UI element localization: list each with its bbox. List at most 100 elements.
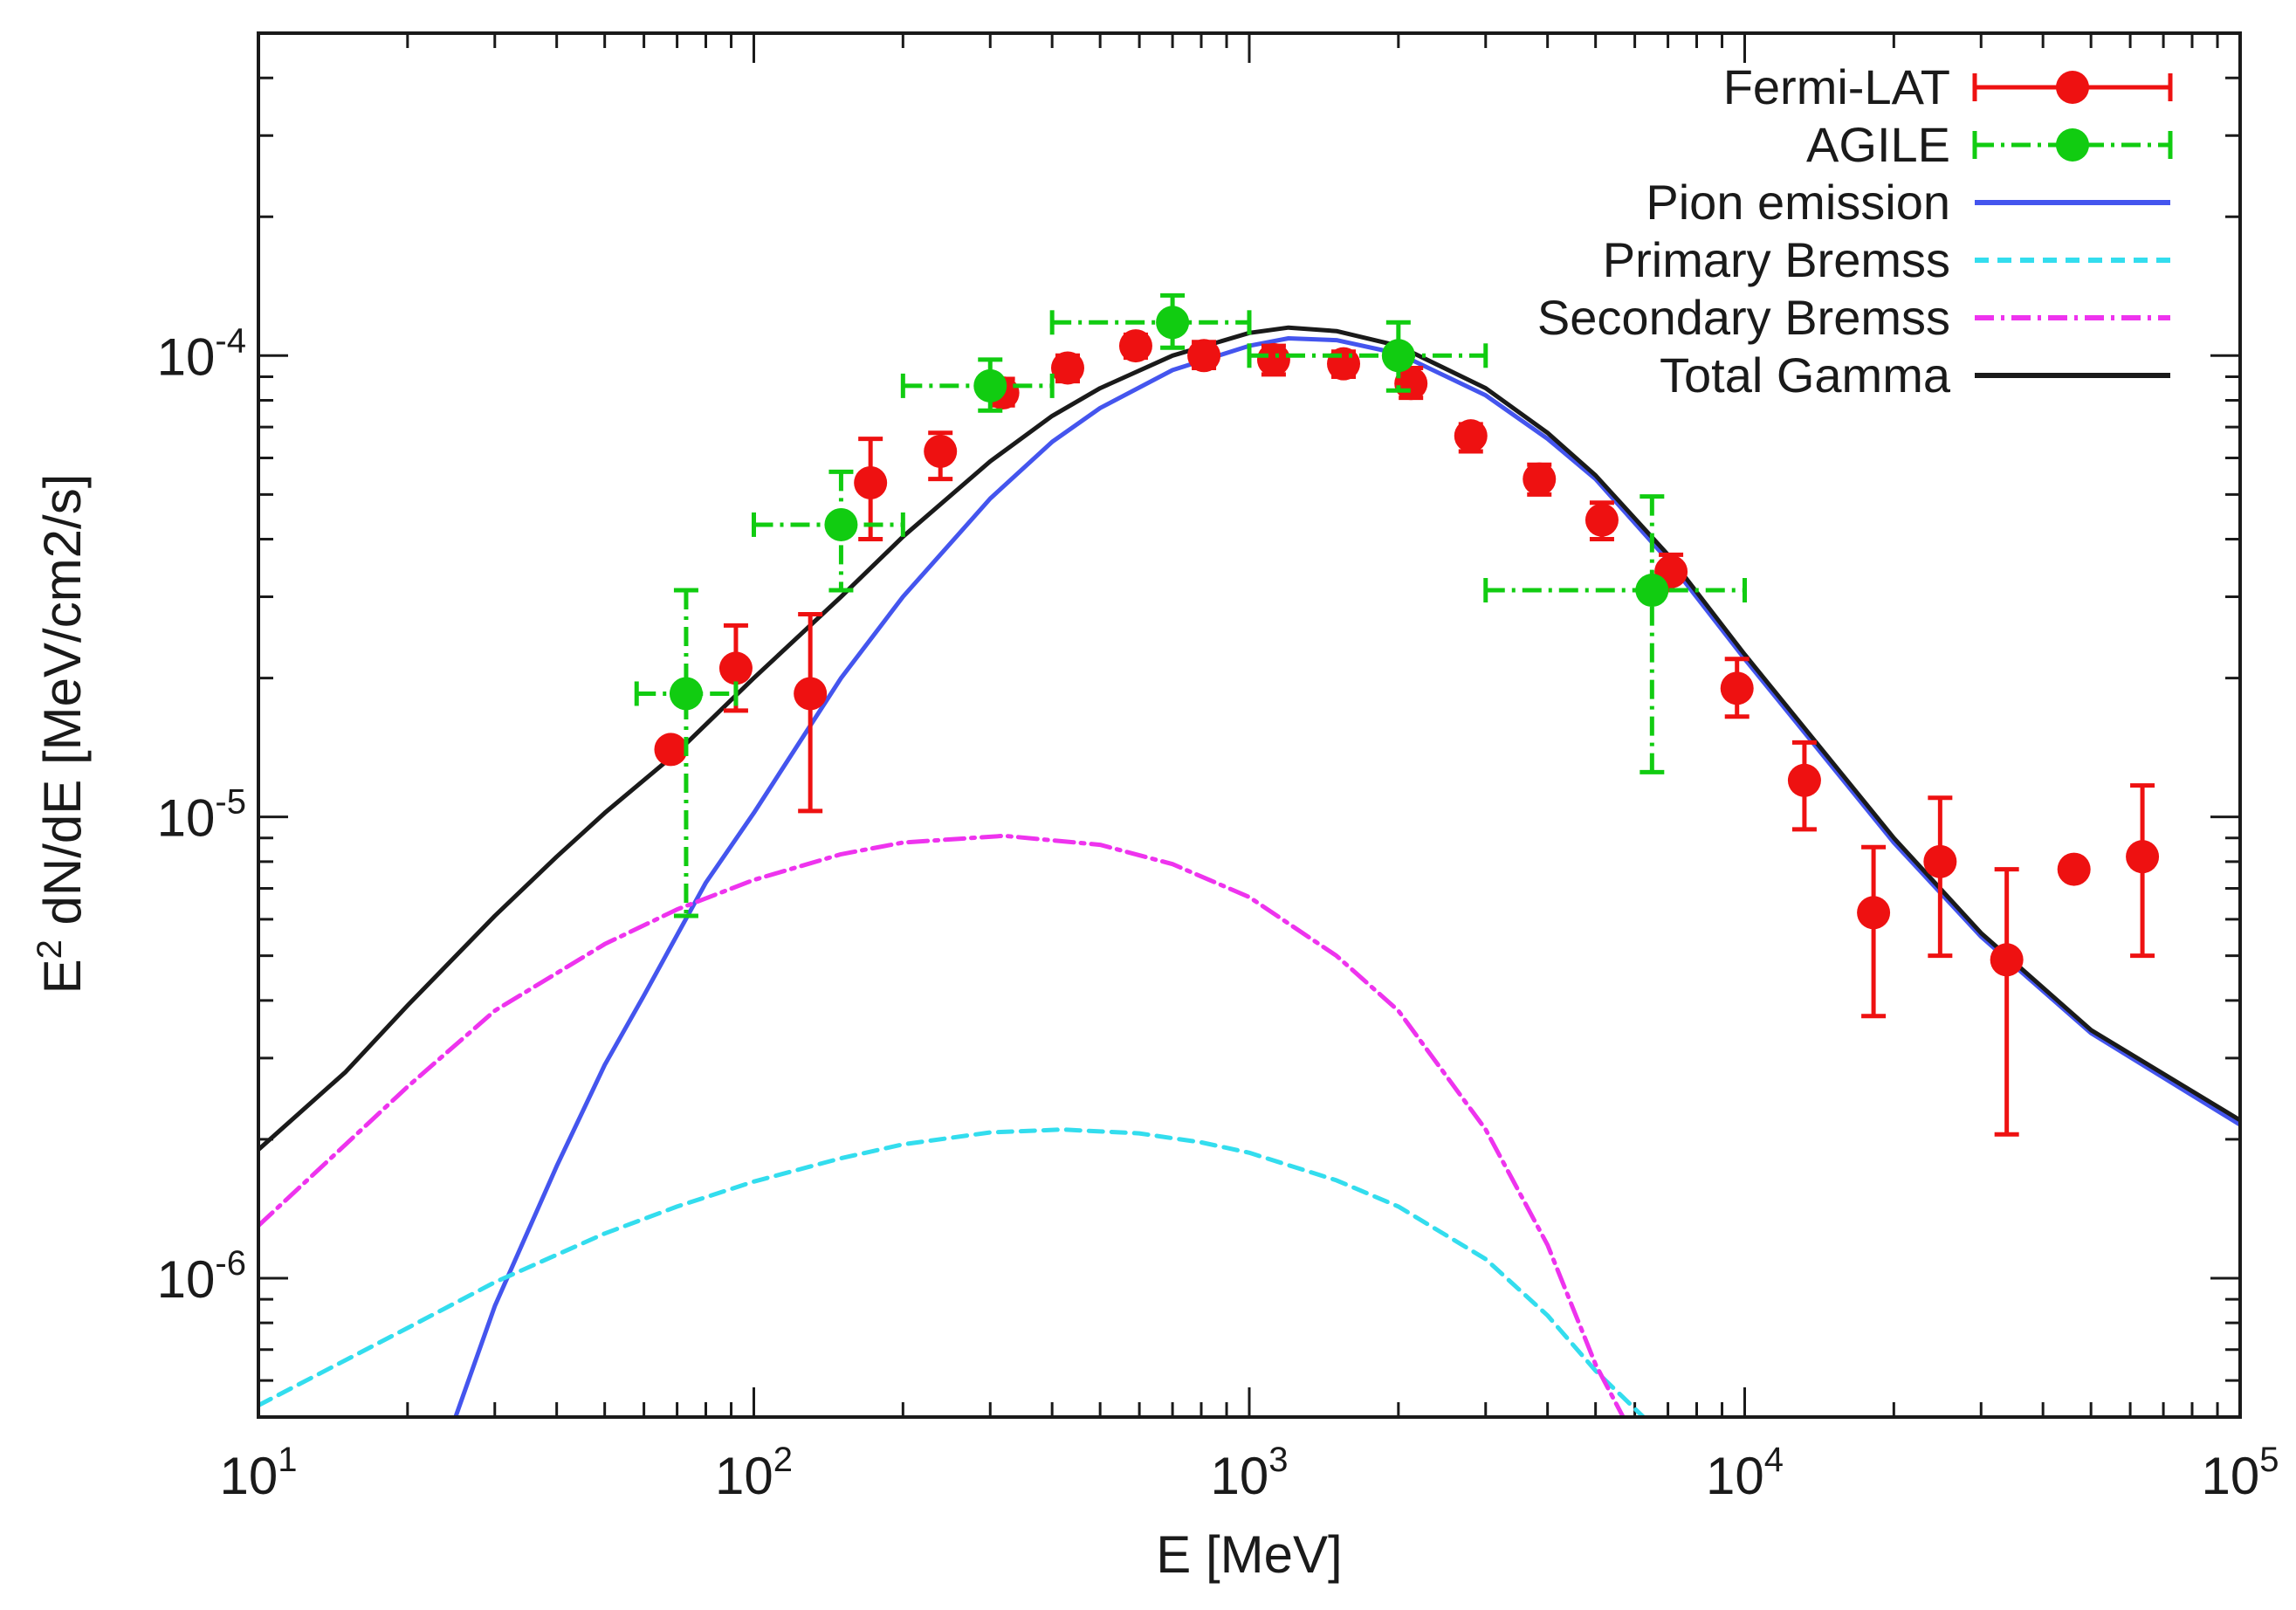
fermi-lat-marker: [2126, 840, 2160, 874]
x-tick-label: 103: [1211, 1441, 1289, 1505]
fermi-lat-point: [1787, 740, 1821, 832]
agile-point: [900, 357, 1055, 413]
x-tick-label-base: 10: [1706, 1447, 1764, 1505]
fermi-lat-marker: [854, 465, 888, 499]
secondary-bremss-curve: [258, 833, 1626, 1417]
plot-frame: [257, 31, 2242, 1419]
legend-item-primary-bremss: Primary Bremss: [1603, 232, 2170, 287]
agile-point: [1483, 494, 1747, 774]
agile-marker: [1381, 339, 1415, 373]
fermi-lat-point: [1523, 462, 1557, 497]
fermi-lat-marker: [1787, 763, 1821, 797]
data-points: [634, 292, 2160, 1137]
x-tick-label: 101: [220, 1441, 298, 1505]
y-tick-label: 10-5: [157, 783, 246, 848]
total-gamma-curve: [258, 325, 2240, 1152]
fermi-lat-marker: [1454, 419, 1488, 453]
fermi-lat-marker: [794, 677, 828, 711]
fermi-lat-marker: [1523, 462, 1557, 496]
legend-swatch-marker: [2056, 71, 2089, 104]
x-tick-label-base: 10: [715, 1447, 773, 1505]
primary-bremss-curve: [258, 1127, 1647, 1417]
agile-marker: [1635, 574, 1669, 608]
fermi-lat-marker: [1118, 329, 1152, 363]
agile-marker: [1156, 306, 1190, 340]
agile-marker: [824, 507, 858, 541]
x-tick-label-exp: 4: [1764, 1441, 1784, 1479]
y-tick-label-exp: -5: [215, 783, 246, 822]
x-tick-label: 105: [2202, 1441, 2279, 1505]
x-tick-label-base: 10: [1211, 1447, 1269, 1505]
y-tick-label-base: 10: [157, 1250, 216, 1309]
fermi-lat-point: [1118, 329, 1152, 363]
y-tick-label: 10-4: [157, 321, 246, 386]
fermi-lat-point: [1990, 867, 2024, 1137]
fermi-lat-marker: [1187, 339, 1221, 373]
fermi-lat-point: [654, 733, 688, 767]
fermi-lat-point: [1187, 339, 1221, 373]
y-tick-label-exp: -6: [215, 1244, 246, 1283]
legend-item-total-gamma: Total Gamma: [1660, 347, 2170, 402]
x-tick-label-exp: 3: [1268, 1441, 1288, 1479]
fermi-lat-marker: [1256, 342, 1290, 376]
y-tick-label: 10-6: [157, 1244, 246, 1309]
fermi-lat-point: [794, 612, 828, 814]
fermi-lat-marker: [654, 733, 688, 767]
y-tick-label-base: 10: [157, 327, 216, 386]
fermi-lat-marker: [1720, 671, 1754, 705]
fermi-lat-point: [1050, 351, 1084, 385]
legend-item-fermi-lat: Fermi-LAT: [1723, 59, 2173, 114]
x-tick-label-exp: 2: [773, 1441, 793, 1479]
agile-marker: [973, 368, 1007, 402]
y-axis-title-sup: 2: [31, 939, 69, 959]
y-tick-label-exp: -4: [215, 321, 246, 360]
fermi-lat-point: [1923, 795, 1957, 959]
legend-label: Secondary Bremss: [1537, 290, 1950, 345]
fermi-lat-point: [854, 437, 888, 542]
legend-label: Primary Bremss: [1603, 232, 1950, 287]
legend-label: Total Gamma: [1660, 347, 1951, 402]
fermi-lat-marker: [1050, 351, 1084, 385]
fermi-lat-marker: [1857, 896, 1891, 930]
fermi-lat-marker: [1990, 943, 2024, 977]
fermi-lat-point: [1585, 500, 1619, 542]
fermi-lat-point: [1720, 657, 1754, 719]
fermi-lat-point: [2126, 783, 2160, 959]
x-tick-label-exp: 1: [278, 1441, 297, 1479]
y-axis-title: E2 dN/dE [MeV/cm2/s]: [31, 474, 92, 994]
legend-label: Pion emission: [1646, 175, 1950, 230]
x-tick-label-base: 10: [2202, 1447, 2260, 1505]
x-tick-label-base: 10: [220, 1447, 278, 1505]
x-tick-label: 104: [1706, 1441, 1784, 1505]
y-axis-title-rest: dN/dE [MeV/cm2/s]: [33, 474, 92, 940]
fermi-lat-marker: [1923, 844, 1957, 878]
legend-label: AGILE: [1806, 117, 1950, 172]
fermi-lat-marker: [1327, 347, 1361, 381]
fermi-lat-point: [1256, 342, 1290, 377]
fermi-lat-point: [1857, 844, 1891, 1019]
fermi-lat-point: [1454, 419, 1488, 454]
x-tick-label: 102: [715, 1441, 793, 1505]
legend-item-pion-emission: Pion emission: [1646, 175, 2170, 230]
fermi-lat-point: [1327, 347, 1361, 381]
x-axis-title: E [MeV]: [1156, 1525, 1342, 1584]
legend-label: Fermi-LAT: [1723, 59, 1950, 114]
fermi-lat-marker: [718, 651, 753, 685]
agile-marker: [669, 677, 703, 711]
fermi-lat-marker: [1585, 503, 1619, 537]
agile-point: [1247, 320, 1488, 393]
fermi-lat-point: [924, 430, 958, 482]
fermi-lat-marker: [2057, 852, 2091, 886]
x-tick-label-exp: 5: [2259, 1441, 2279, 1479]
y-tick-label-base: 10: [157, 789, 216, 848]
legend-item-secondary-bremss: Secondary Bremss: [1537, 290, 2170, 345]
legend-swatch-marker: [2056, 128, 2089, 162]
fermi-lat-marker: [924, 434, 958, 468]
agile-point: [634, 588, 739, 919]
y-axis-title-base: E: [33, 959, 92, 994]
agile-point: [752, 469, 905, 593]
